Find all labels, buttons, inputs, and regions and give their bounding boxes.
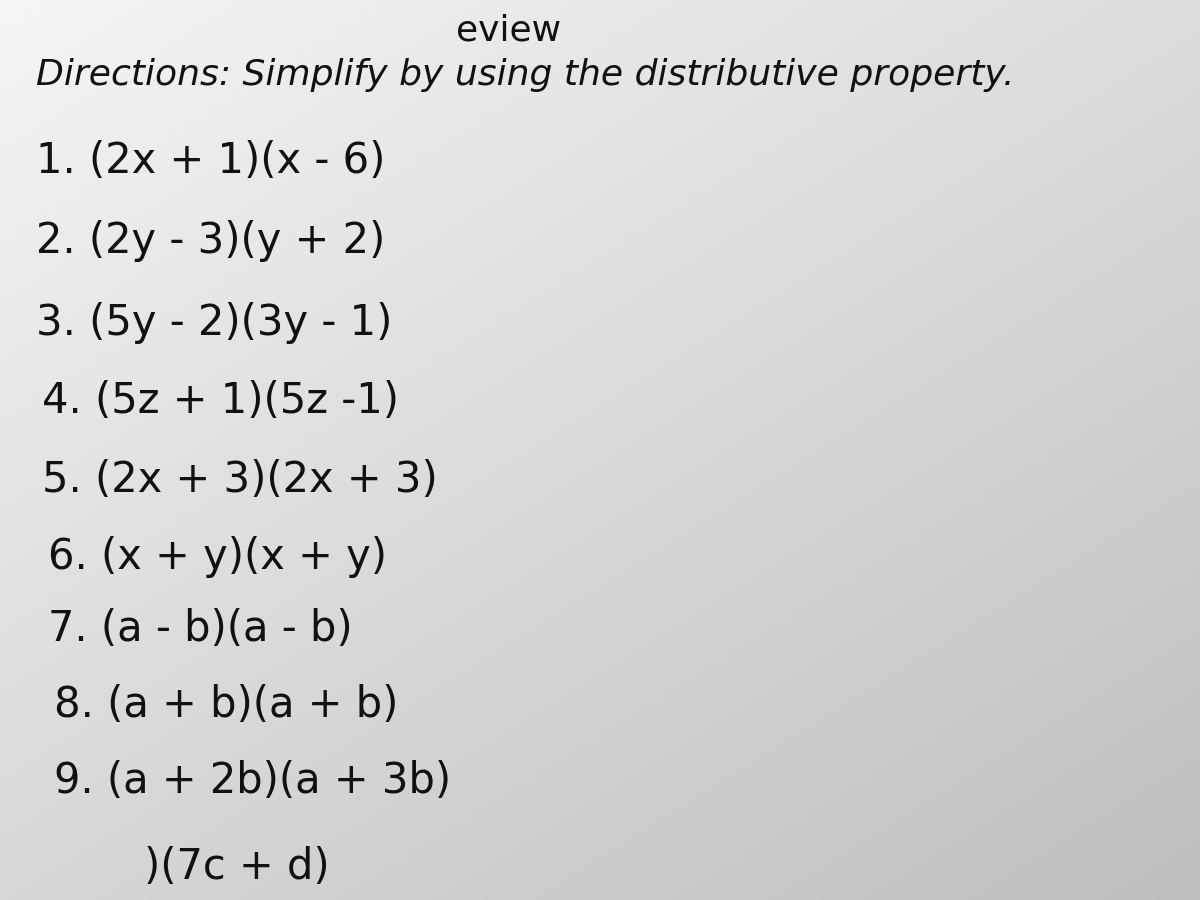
Text: 3. (5y - 2)(3y - 1): 3. (5y - 2)(3y - 1)	[36, 302, 392, 344]
Text: 8. (a + b)(a + b): 8. (a + b)(a + b)	[54, 684, 398, 726]
Text: 4. (5z + 1)(5z -1): 4. (5z + 1)(5z -1)	[42, 380, 398, 422]
Text: 1. (2x + 1)(x - 6): 1. (2x + 1)(x - 6)	[36, 140, 385, 182]
Text: 6. (x + y)(x + y): 6. (x + y)(x + y)	[48, 536, 386, 578]
Text: )(7c + d): )(7c + d)	[144, 846, 330, 888]
Text: eview: eview	[456, 14, 562, 48]
Text: 9. (a + 2b)(a + 3b): 9. (a + 2b)(a + 3b)	[54, 760, 451, 803]
Text: 5. (2x + 3)(2x + 3): 5. (2x + 3)(2x + 3)	[42, 459, 438, 501]
Text: 2. (2y - 3)(y + 2): 2. (2y - 3)(y + 2)	[36, 220, 385, 263]
Text: Directions: Simplify by using the distributive property.: Directions: Simplify by using the distri…	[36, 58, 1014, 93]
Text: 7. (a - b)(a - b): 7. (a - b)(a - b)	[48, 608, 353, 650]
